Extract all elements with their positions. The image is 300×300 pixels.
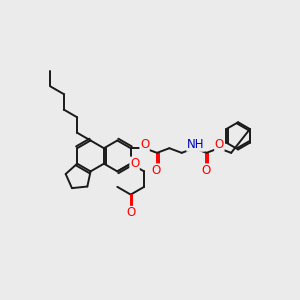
Text: O: O [126, 206, 135, 220]
Text: NH: NH [187, 138, 204, 151]
Text: O: O [130, 157, 139, 170]
Text: O: O [152, 164, 161, 177]
Text: O: O [140, 138, 149, 151]
Text: O: O [201, 164, 211, 177]
Text: O: O [215, 138, 224, 151]
